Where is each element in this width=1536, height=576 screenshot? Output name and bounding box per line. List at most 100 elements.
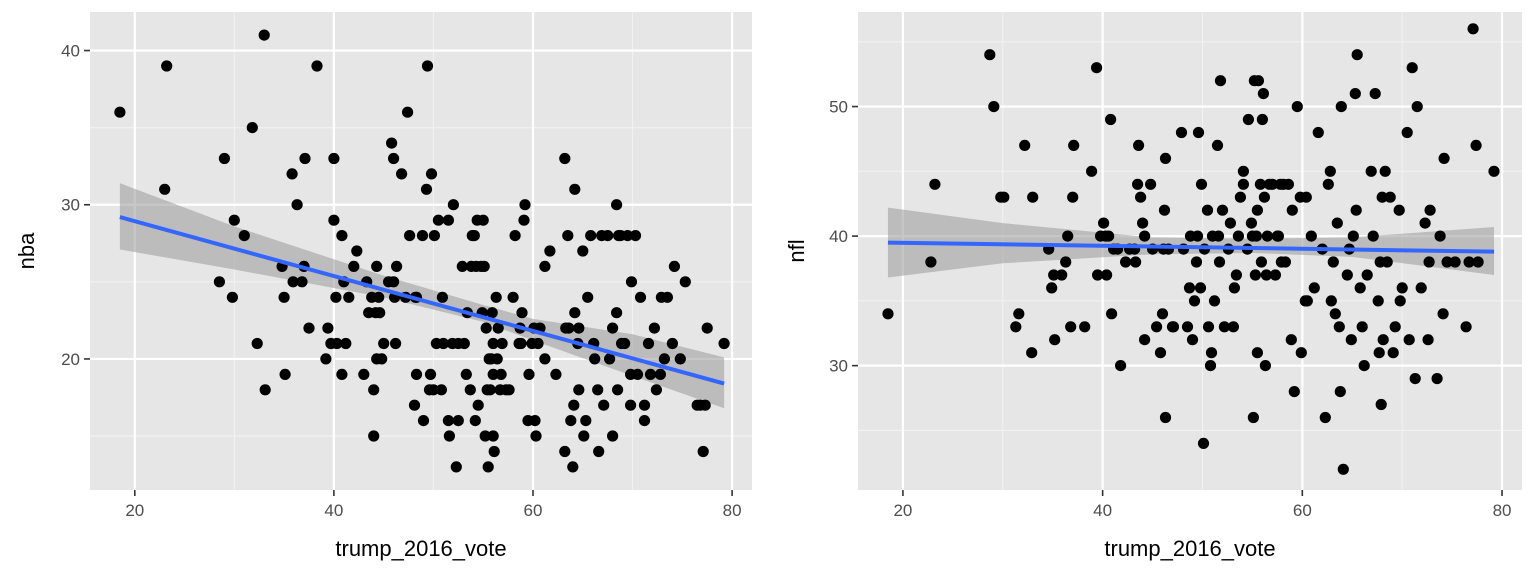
nfl-point — [1438, 152, 1450, 164]
nba-point — [373, 291, 385, 303]
nfl-point — [1279, 256, 1291, 268]
nfl-point — [1347, 230, 1359, 242]
nba-point — [388, 276, 400, 288]
nfl-point — [1269, 269, 1281, 281]
nba-point — [634, 291, 647, 303]
nba-point — [404, 230, 416, 242]
nfl-point — [1175, 126, 1188, 139]
nfl-chart: 20 40 60 80 30 40 50 trump_2016_vote nfl — [784, 12, 1522, 561]
nfl-point — [1431, 373, 1443, 385]
nba-point — [573, 384, 585, 396]
nfl-point — [1026, 347, 1038, 359]
nba-y-axis-title: nba — [14, 232, 39, 269]
nba-point — [436, 291, 448, 303]
nfl-point — [1216, 204, 1229, 216]
nfl-regression-line — [887, 240, 1495, 254]
nfl-point — [1227, 321, 1239, 333]
nba-point — [478, 260, 490, 272]
nba-point — [495, 368, 507, 380]
nba-point — [585, 230, 597, 242]
nba-point — [573, 322, 585, 334]
nba-point — [348, 260, 360, 272]
nba-point — [425, 168, 438, 180]
nfl-point — [1393, 204, 1405, 216]
nba-point — [648, 322, 661, 334]
nba-x-axis-title: trump_2016_vote — [335, 536, 506, 561]
nba-point — [582, 291, 594, 303]
nfl-point — [1251, 347, 1263, 359]
nba-point — [351, 245, 363, 257]
nfl-point — [1419, 217, 1431, 229]
nfl-point — [1145, 178, 1157, 190]
nfl-point — [1065, 321, 1077, 333]
nba-point — [518, 214, 530, 226]
nfl-point — [1472, 256, 1484, 268]
nba-point — [550, 368, 562, 380]
nfl-y-tick-label: 30 — [829, 357, 848, 376]
nba-point — [484, 384, 496, 396]
nfl-point — [1091, 62, 1103, 74]
nfl-point — [1046, 282, 1058, 294]
nba-point — [226, 291, 238, 303]
nba-point — [460, 368, 472, 380]
nba-point — [569, 307, 581, 319]
nba-point — [408, 399, 421, 411]
nfl-point — [1242, 113, 1254, 126]
nfl-point — [1133, 139, 1145, 151]
nba-point — [340, 337, 352, 350]
nfl-point — [1103, 230, 1115, 242]
nfl-point — [1329, 308, 1341, 320]
nba-point — [650, 384, 663, 396]
nba-point — [391, 260, 403, 272]
nba-point — [718, 337, 730, 350]
nfl-point — [1422, 334, 1434, 346]
nfl-point — [1115, 360, 1127, 372]
nfl-x-tick-label: 60 — [1293, 501, 1312, 520]
nfl-point — [1288, 386, 1300, 398]
nfl-point — [1349, 88, 1361, 100]
nba-point — [417, 415, 430, 427]
nba-point — [569, 183, 581, 195]
nfl-point — [1195, 178, 1208, 190]
nfl-point — [1068, 139, 1080, 151]
nba-point — [638, 415, 651, 427]
nfl-point — [1411, 101, 1423, 113]
nfl-point — [1401, 126, 1413, 139]
nfl-point — [1135, 191, 1147, 203]
nba-point — [562, 230, 574, 242]
nfl-point — [1208, 295, 1221, 307]
nfl-point — [1325, 295, 1337, 307]
nba-point — [286, 168, 298, 180]
nfl-point — [1256, 113, 1268, 126]
nba-point — [625, 276, 638, 288]
nfl-point — [1333, 321, 1345, 333]
nba-point — [488, 445, 500, 458]
nfl-point — [1403, 334, 1415, 346]
nba-point — [396, 168, 408, 180]
nba-minor-grid — [90, 12, 752, 490]
nfl-point — [1460, 321, 1472, 333]
nba-point — [447, 199, 459, 211]
nfl-point — [1188, 295, 1201, 307]
nba-point — [427, 384, 439, 396]
nfl-x-tick-label: 40 — [1093, 501, 1112, 520]
nfl-point — [1441, 256, 1453, 268]
nba-point — [450, 461, 462, 473]
nfl-point — [1192, 126, 1205, 139]
nba-point — [435, 384, 447, 396]
nba-point — [532, 337, 544, 350]
nba-point — [477, 214, 489, 226]
nfl-point — [1092, 269, 1104, 281]
nba-y-tick-label: 20 — [61, 350, 80, 369]
nfl-point — [1056, 269, 1068, 281]
nba-point — [492, 322, 504, 334]
nfl-point — [882, 308, 894, 320]
nfl-point — [1249, 269, 1261, 281]
nba-point — [612, 384, 624, 396]
nba-point — [443, 430, 455, 442]
nfl-point — [1394, 295, 1406, 307]
nfl-point — [1415, 282, 1427, 294]
nfl-point — [1254, 178, 1266, 190]
nfl-point — [1350, 204, 1362, 216]
nba-regression-line — [119, 215, 725, 386]
